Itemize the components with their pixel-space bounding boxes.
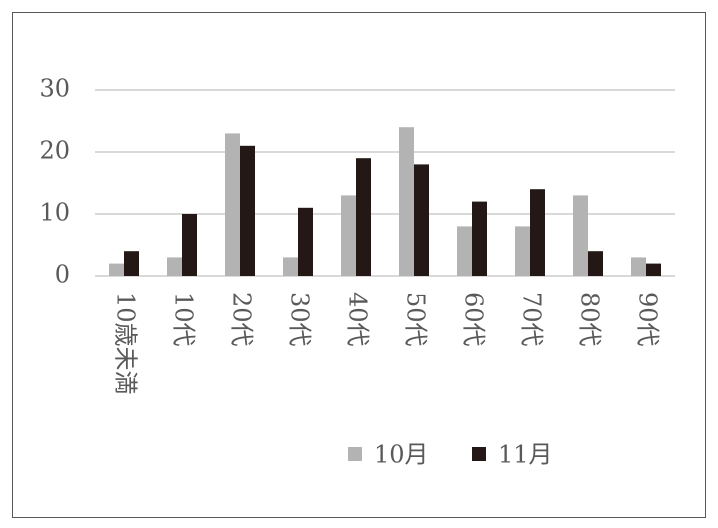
- bar: [182, 214, 197, 276]
- x-tick-label: 10歳未満: [112, 292, 140, 395]
- x-tick-label: 20代: [228, 292, 256, 347]
- bar: [646, 263, 661, 276]
- legend-label: 11月: [498, 441, 553, 469]
- x-tick-label: 60代: [460, 292, 488, 347]
- bar: [457, 226, 472, 276]
- bar: [283, 257, 298, 276]
- x-tick-label: 90代: [634, 292, 662, 347]
- bar: [472, 201, 487, 276]
- legend-label: 10月: [374, 441, 429, 469]
- x-tick-label: 50代: [402, 292, 430, 347]
- x-tick-label: 10代: [170, 292, 198, 347]
- y-tick-label: 20: [39, 137, 70, 165]
- bar: [515, 226, 530, 276]
- bar: [109, 263, 124, 276]
- bar: [167, 257, 182, 276]
- bar: [399, 127, 414, 276]
- legend-swatch: [348, 447, 362, 461]
- bar: [124, 251, 139, 276]
- bar: [414, 164, 429, 276]
- y-tick-label: 10: [39, 199, 70, 227]
- bar: [341, 195, 356, 276]
- bar: [530, 189, 545, 276]
- bar: [631, 257, 646, 276]
- bar: [356, 158, 371, 276]
- bar: [588, 251, 603, 276]
- bar: [225, 133, 240, 276]
- x-tick-label: 30代: [286, 292, 314, 347]
- y-tick-label: 30: [39, 75, 70, 103]
- bar: [573, 195, 588, 276]
- x-tick-label: 70代: [518, 292, 546, 347]
- y-tick-label: 0: [55, 261, 70, 289]
- x-tick-label: 80代: [576, 292, 604, 347]
- x-tick-label: 40代: [344, 292, 372, 347]
- bar: [240, 145, 255, 276]
- bar: [298, 207, 313, 276]
- legend-swatch: [472, 447, 486, 461]
